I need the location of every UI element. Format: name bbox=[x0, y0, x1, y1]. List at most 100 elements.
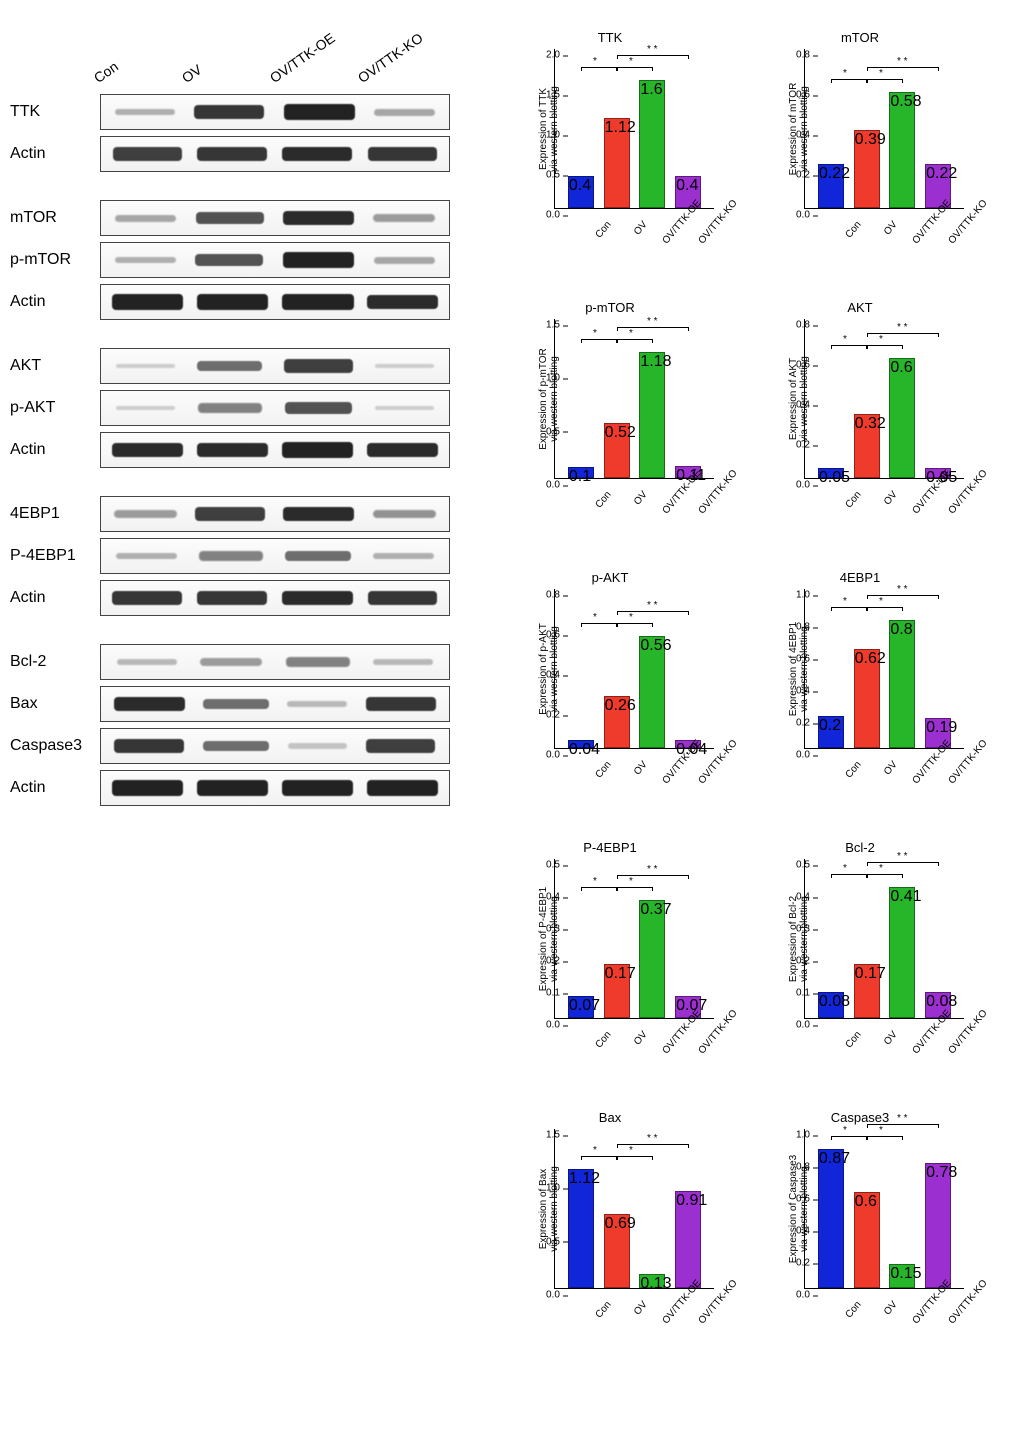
bar-chart: AKT0.00.20.40.60.8Expression of AKTvia w… bbox=[750, 300, 970, 560]
bar: 0.32 bbox=[854, 414, 880, 478]
band bbox=[367, 780, 438, 795]
bar-slot: 0.22 bbox=[925, 49, 951, 208]
blot-strip bbox=[100, 686, 450, 722]
blot-protein-label: Actin bbox=[10, 589, 100, 607]
bar: 0.8 bbox=[889, 620, 915, 748]
significance-label: * * bbox=[647, 600, 658, 611]
band bbox=[284, 359, 353, 373]
band bbox=[374, 257, 436, 264]
bar-chart: p-AKT0.00.20.40.60.8Expression of p-AKTv… bbox=[500, 570, 720, 830]
band bbox=[114, 739, 184, 753]
bar: 0.41 bbox=[889, 887, 915, 1018]
band bbox=[112, 780, 183, 795]
significance-bracket bbox=[867, 607, 903, 608]
significance-label: * bbox=[843, 596, 847, 607]
significance-bracket bbox=[831, 607, 867, 608]
x-tick-label: Con bbox=[826, 1289, 863, 1326]
significance-label: * bbox=[843, 68, 847, 79]
bars-container: 0.41.121.60.4 bbox=[555, 49, 714, 208]
x-tick-label: OV bbox=[612, 749, 649, 786]
significance-bracket bbox=[831, 345, 867, 346]
bar: 0.26 bbox=[604, 696, 630, 748]
band bbox=[283, 211, 354, 226]
band bbox=[197, 443, 268, 458]
y-tick: 0.0 bbox=[546, 480, 560, 491]
band bbox=[375, 364, 434, 369]
blot-protein-label: TTK bbox=[10, 103, 100, 121]
band bbox=[283, 507, 354, 522]
bar-slot: 0.37 bbox=[639, 859, 665, 1018]
bar-chart-grid: TTK0.00.51.01.52.0Expression of TTKvia w… bbox=[500, 20, 980, 1370]
bar: 1.18 bbox=[639, 352, 665, 478]
blot-protein-label: Caspase3 bbox=[10, 737, 100, 755]
significance-bracket bbox=[617, 339, 653, 340]
bar-slot: 0.13 bbox=[639, 1129, 665, 1288]
bar-slot: 0.08 bbox=[818, 859, 844, 1018]
significance-label: * bbox=[593, 1145, 597, 1156]
bar-slot: 0.17 bbox=[854, 859, 880, 1018]
significance-bracket bbox=[867, 333, 939, 334]
bar-chart: P-4EBP10.00.10.20.30.40.5Expression of P… bbox=[500, 840, 720, 1100]
blot-row: Actin bbox=[10, 136, 470, 172]
blot-strip bbox=[100, 200, 450, 236]
x-tick-label: OV bbox=[612, 209, 649, 246]
significance-label: * bbox=[593, 328, 597, 339]
significance-bracket bbox=[617, 55, 689, 56]
bar-slot: 1.12 bbox=[604, 49, 630, 208]
significance-label: * bbox=[879, 596, 883, 607]
x-tick-label: Con bbox=[576, 209, 613, 246]
significance-label: * bbox=[629, 612, 633, 623]
band bbox=[198, 403, 262, 412]
blot-protein-label: P-4EBP1 bbox=[10, 547, 100, 565]
bars-container: 1.120.690.130.91 bbox=[555, 1129, 714, 1288]
chart-plot-area: Expression of AKTvia western blotting0.0… bbox=[804, 319, 964, 479]
bar: 0.91 bbox=[675, 1191, 701, 1288]
band bbox=[373, 510, 436, 518]
band bbox=[115, 215, 177, 222]
band bbox=[367, 443, 438, 458]
bar-chart: Bax0.00.51.01.5Expression of Baxvia west… bbox=[500, 1110, 720, 1370]
band bbox=[282, 147, 353, 162]
significance-bracket bbox=[617, 1156, 653, 1157]
bar: 0.62 bbox=[854, 649, 880, 748]
bar-slot: 0.78 bbox=[925, 1129, 951, 1288]
bar: 0.04 bbox=[568, 740, 594, 748]
y-tick: 0.0 bbox=[796, 1020, 810, 1031]
bar: 0.1 bbox=[568, 467, 594, 478]
x-tick-label: Con bbox=[576, 1019, 613, 1056]
bars-container: 0.20.620.80.19 bbox=[805, 589, 964, 748]
bar: 0.17 bbox=[604, 964, 630, 1018]
significance-bracket bbox=[831, 874, 867, 875]
significance-bracket bbox=[617, 623, 653, 624]
x-labels-row: ConOVOV/TTK-OEOV/TTK-KO bbox=[804, 1289, 964, 1316]
bar: 0.52 bbox=[604, 423, 630, 478]
band bbox=[368, 147, 438, 161]
bar: 0.05 bbox=[818, 468, 844, 478]
bar-chart: Caspase30.00.20.40.60.81.0Expression of … bbox=[750, 1110, 970, 1370]
bar-slot: 0.62 bbox=[854, 589, 880, 748]
blot-row: p-mTOR bbox=[10, 242, 470, 278]
band bbox=[116, 364, 175, 369]
significance-bracket bbox=[617, 611, 689, 612]
band bbox=[368, 591, 438, 605]
chart-title: Bcl-2 bbox=[750, 840, 970, 855]
bar-slot: 0.07 bbox=[568, 859, 594, 1018]
bars-container: 0.070.170.370.07 bbox=[555, 859, 714, 1018]
chart-title: mTOR bbox=[750, 30, 970, 45]
band bbox=[116, 406, 175, 411]
bar-slot: 0.15 bbox=[889, 1129, 915, 1288]
band bbox=[203, 741, 269, 752]
blot-strip bbox=[100, 580, 450, 616]
chart-plot-area: Expression of TTKvia western blotting0.4… bbox=[554, 49, 714, 209]
x-tick-label: OV/TTK-OE bbox=[898, 1019, 935, 1056]
band bbox=[199, 551, 263, 560]
band bbox=[374, 109, 436, 116]
significance-label: * bbox=[879, 1125, 883, 1136]
band bbox=[115, 109, 176, 115]
blot-group: Bcl-2BaxCaspase3Actin bbox=[10, 644, 470, 806]
significance-label: * * bbox=[647, 316, 658, 327]
bars-container: 0.040.260.560.04 bbox=[555, 589, 714, 748]
figure-root: ConOVOV/TTK-OEOV/TTK-KO TTK Actin mTOR p-mT… bbox=[10, 20, 1010, 1370]
band bbox=[288, 743, 347, 748]
chart-plot-area: Expression of p-mTORvia western blotting… bbox=[554, 319, 714, 479]
